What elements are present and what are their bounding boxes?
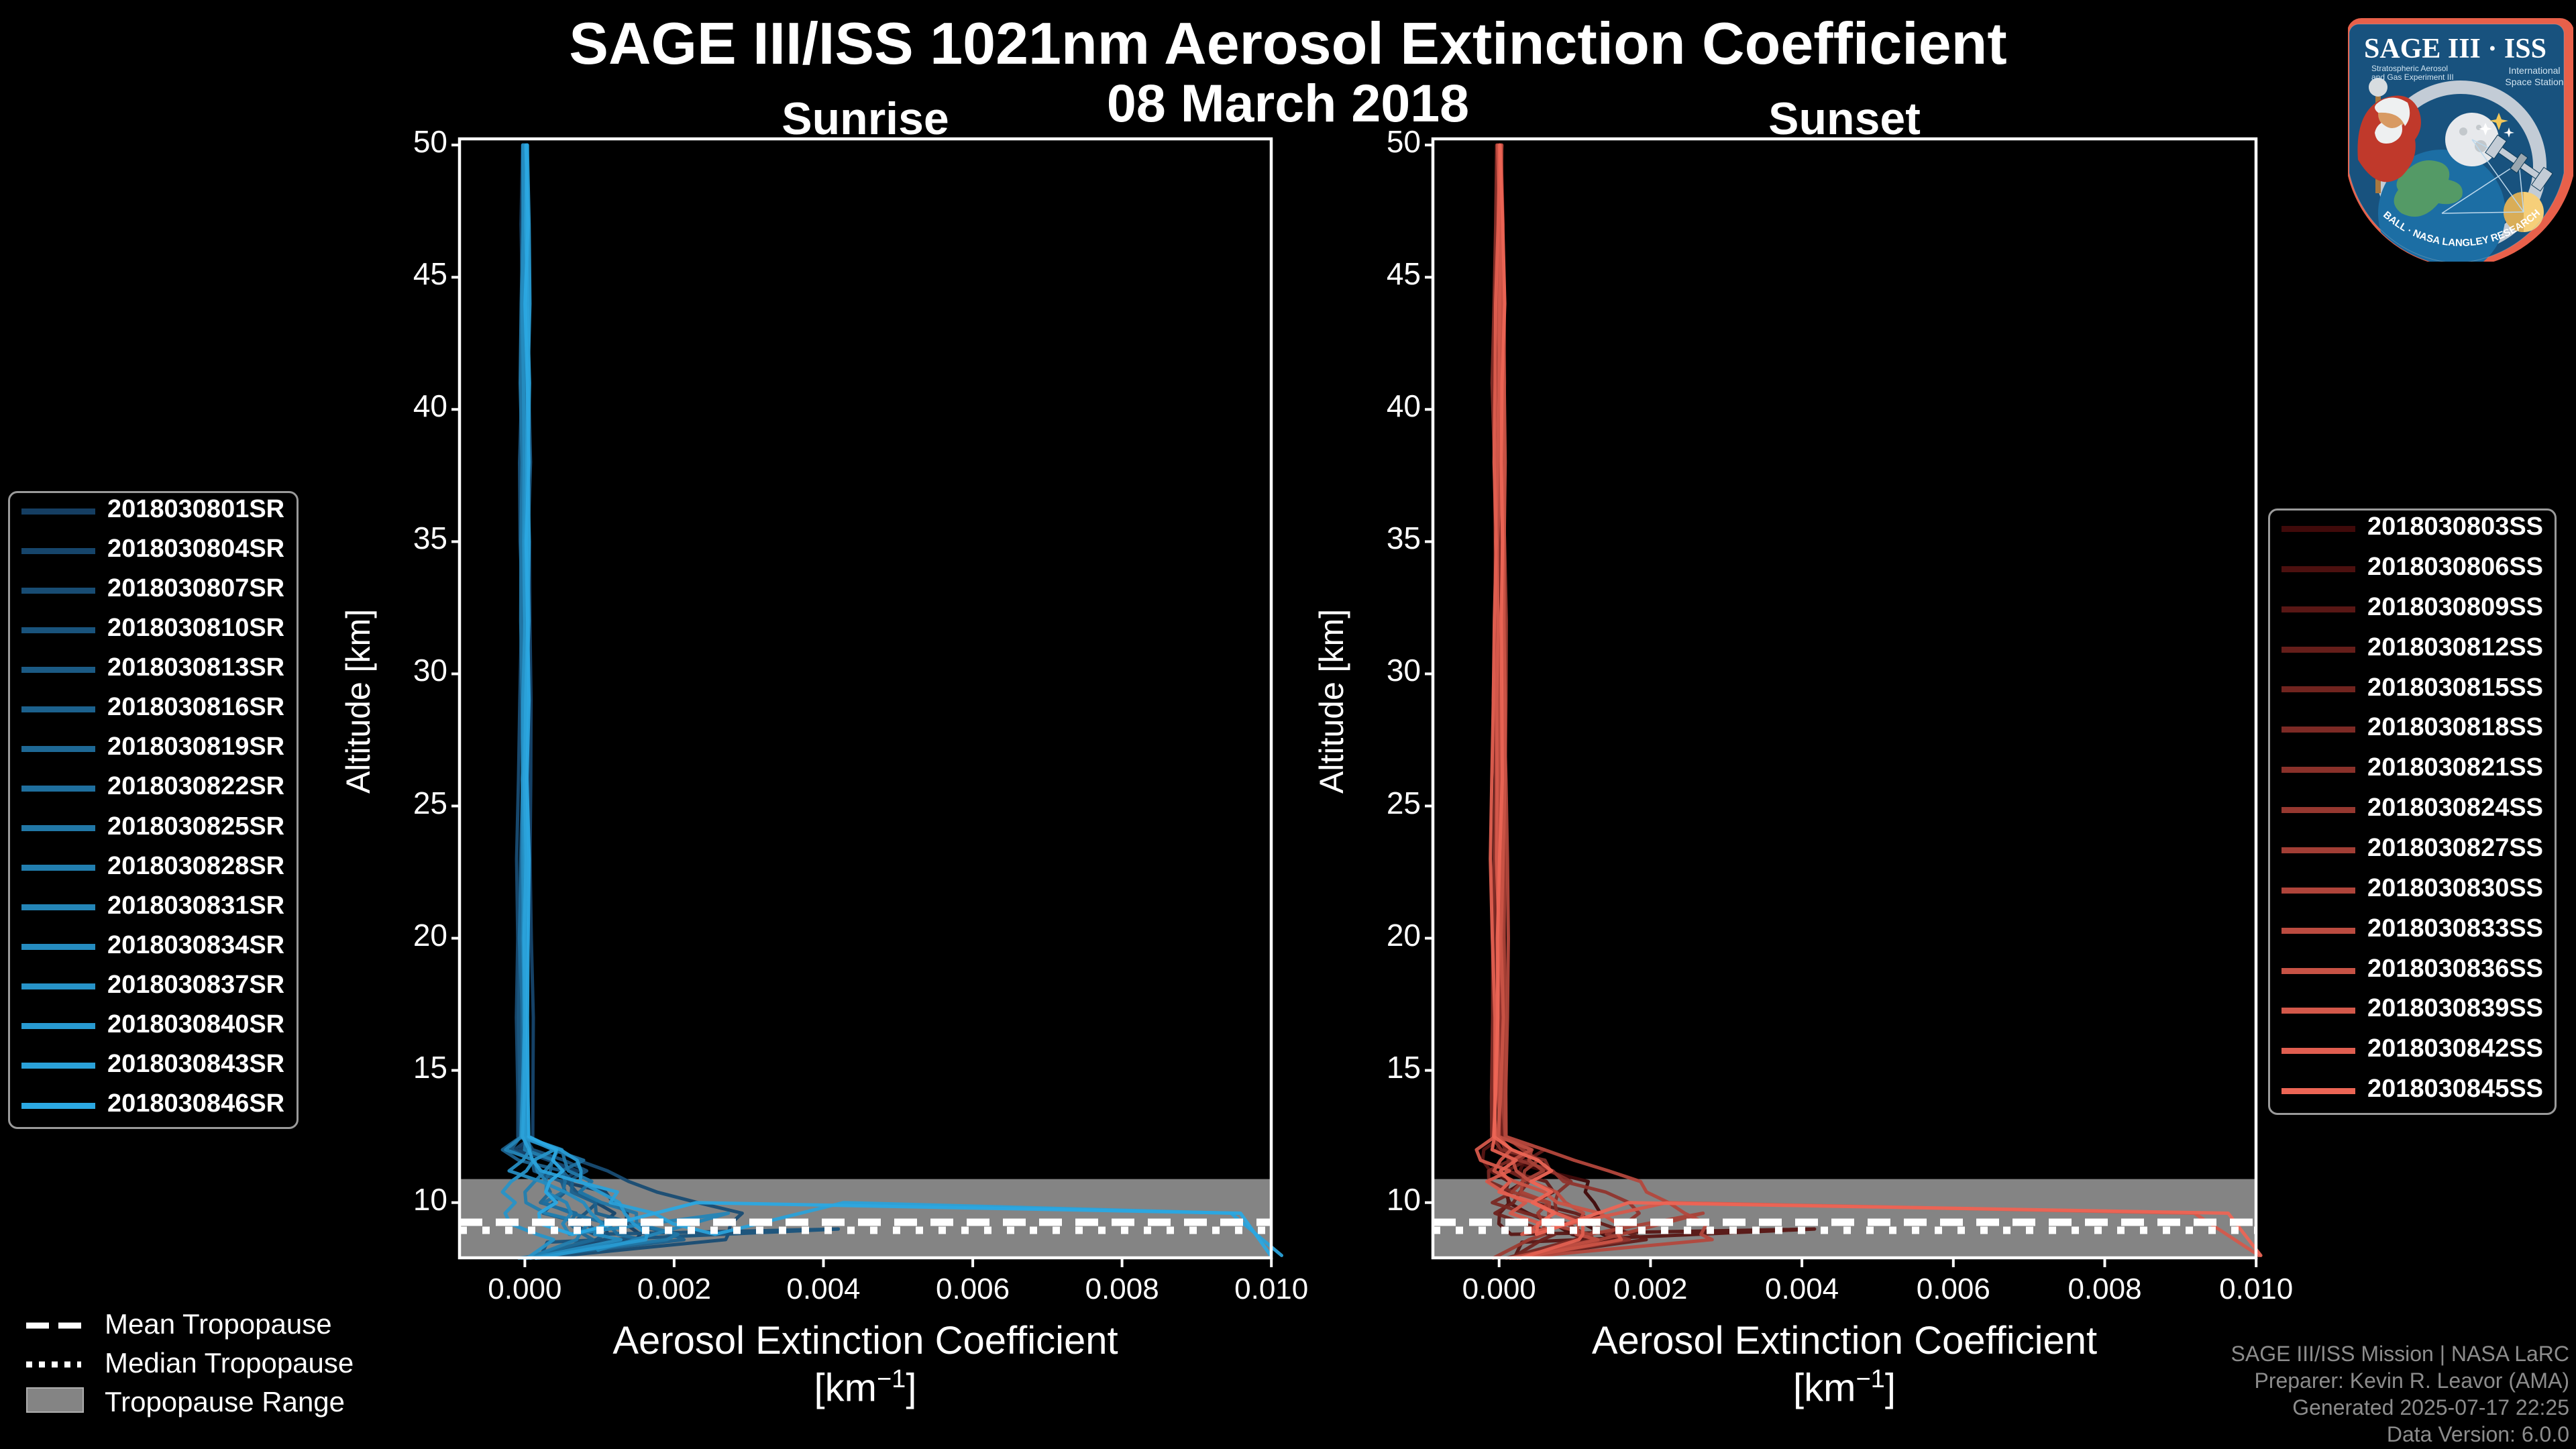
svg-text:International: International <box>2508 65 2560 76</box>
svg-text:SAGE III · ISS: SAGE III · ISS <box>2364 34 2546 64</box>
svg-text:and Gas Experiment III: and Gas Experiment III <box>2371 72 2454 82</box>
svg-text:Space Station: Space Station <box>2505 76 2563 87</box>
svg-text:Stratospheric Aerosol: Stratospheric Aerosol <box>2371 64 2448 73</box>
